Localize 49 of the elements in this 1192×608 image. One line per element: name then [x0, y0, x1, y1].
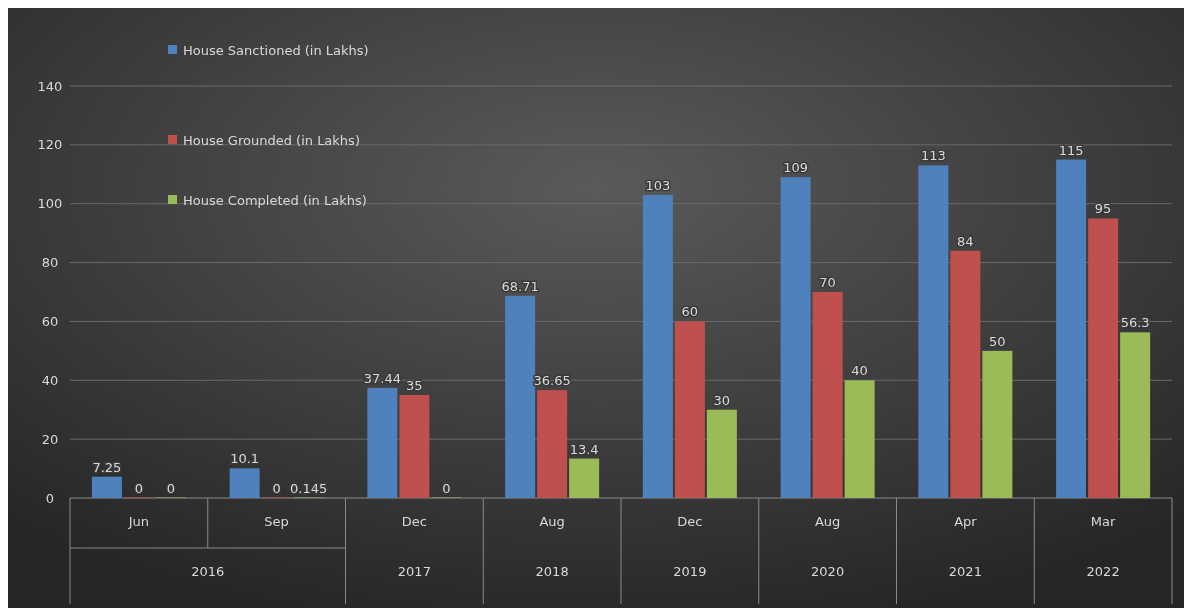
- y-tick-label: 140: [37, 78, 63, 94]
- data-label: 115: [1058, 142, 1084, 158]
- text: 2021: [948, 564, 982, 579]
- y-tick-label: 20: [41, 431, 59, 447]
- x-tick-label: Sep: [264, 514, 289, 529]
- text: 2016: [191, 564, 225, 579]
- y-tick-label: 40: [41, 372, 59, 388]
- x-tick-label: Apr: [954, 514, 978, 529]
- y-tick-label: 120: [37, 137, 63, 153]
- text: 2020: [811, 564, 845, 579]
- data-label: 84: [957, 233, 974, 249]
- y-tick-label: 0: [45, 490, 55, 506]
- data-label: 109: [783, 160, 809, 176]
- legend-label: House Sanctioned (in Lakhs): [183, 42, 369, 58]
- x-tick-label: Dec: [677, 514, 703, 529]
- data-label: 0: [166, 481, 176, 496]
- data-label: 0.145: [290, 480, 328, 496]
- data-label: 113: [920, 148, 946, 164]
- data-label: 0: [134, 481, 144, 496]
- x-tick-label: Aug: [814, 514, 841, 529]
- text: 2017: [397, 564, 431, 579]
- y-tick-label: 80: [41, 255, 59, 271]
- data-label: 0: [442, 481, 451, 496]
- legend-label: House Completed (in Lakhs): [183, 192, 367, 208]
- x-tick-label: Aug: [539, 514, 565, 529]
- data-label: 10.1: [230, 451, 260, 467]
- data-label: 7.25: [92, 459, 122, 475]
- data-label: 60: [681, 304, 699, 320]
- data-label: 35: [406, 378, 423, 393]
- text: 2019: [673, 564, 707, 579]
- text: 2022: [1086, 564, 1120, 579]
- data-label: 40: [851, 363, 868, 379]
- y-tick-label: 60: [41, 313, 59, 329]
- data-label: 95: [1094, 201, 1112, 217]
- data-label: 30: [713, 392, 731, 408]
- text: 2018: [535, 564, 569, 579]
- data-label: 50: [989, 333, 1006, 349]
- x-tick-label: Dec: [401, 514, 427, 529]
- data-label: 103: [645, 177, 671, 193]
- data-label: 0: [272, 481, 281, 496]
- data-label: 13.4: [569, 441, 599, 457]
- x-tick-label: Mar: [1090, 514, 1117, 529]
- legend-label: House Grounded (in Lakhs): [183, 132, 360, 148]
- y-tick-label: 100: [37, 196, 63, 212]
- data-label: 37.44: [363, 370, 401, 386]
- data-label: 56.3: [1120, 315, 1150, 331]
- data-label: 68.71: [501, 278, 539, 294]
- x-tick-label: Jun: [127, 514, 150, 529]
- data-label: 70: [819, 275, 836, 290]
